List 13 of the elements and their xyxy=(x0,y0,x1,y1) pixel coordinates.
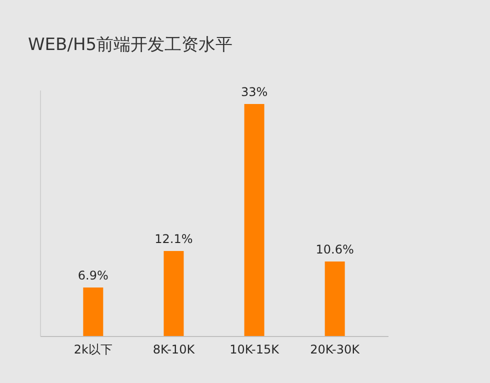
bar xyxy=(244,104,264,336)
data-label: 33% xyxy=(240,85,268,100)
bar xyxy=(324,261,345,336)
x-tick-label: 10K-15K xyxy=(230,342,280,356)
bar xyxy=(83,288,104,336)
x-tick-label: 2k以下 xyxy=(74,342,112,356)
x-tick-label: 8K-10K xyxy=(152,342,196,356)
x-tick-label: 20K-30K xyxy=(310,342,361,356)
data-label: 6.9% xyxy=(78,268,108,283)
chart-title: WEB/H5前端开发工资水平 xyxy=(28,35,233,56)
data-label: 12.1% xyxy=(154,232,193,246)
data-label: 10.6% xyxy=(316,242,354,256)
bar xyxy=(164,250,184,336)
